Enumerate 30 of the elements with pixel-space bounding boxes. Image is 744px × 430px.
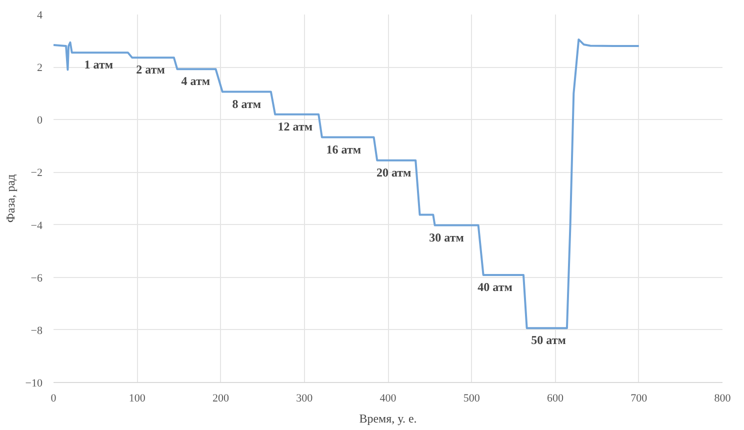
x-tick-label: 0 (50, 392, 57, 404)
annotation: 40 атм (478, 280, 512, 294)
y-tick-label: −10 (25, 378, 43, 390)
x-tick-label: 600 (547, 392, 564, 404)
x-tick-label: 500 (463, 392, 480, 404)
y-tick-label: −4 (30, 220, 43, 232)
annotation: 50 атм (531, 333, 566, 348)
x-tick-label: 700 (630, 392, 648, 404)
annotation: 2 атм (136, 62, 165, 77)
x-tick-label: 300 (296, 392, 314, 404)
x-axis-title: Время, у. е. (359, 412, 417, 426)
annotation: 30 атм (429, 230, 464, 244)
y-tick-label: 0 (37, 114, 43, 127)
annotation: 1 атм (84, 58, 114, 72)
annotation: 12 атм (278, 119, 313, 134)
annotation: 20 атм (376, 165, 412, 180)
line-series (54, 38, 640, 330)
y-tick-label: 4 (37, 10, 43, 22)
annotation: 8 атм (232, 96, 262, 111)
x-tick-label: 400 (380, 392, 397, 404)
y-axis-title: Фаза, рад (3, 174, 18, 223)
y-tick-label: −2 (30, 167, 43, 180)
annotation: 16 атм (326, 142, 362, 156)
y-tick-label: −6 (30, 272, 43, 284)
x-tick-label: 200 (212, 392, 230, 404)
annotation: 4 атм (181, 74, 210, 88)
x-tick-label: 800 (714, 392, 732, 404)
x-tick-label: 100 (128, 392, 146, 404)
y-tick-label: 2 (37, 62, 42, 74)
y-tick-label: −8 (30, 324, 43, 337)
